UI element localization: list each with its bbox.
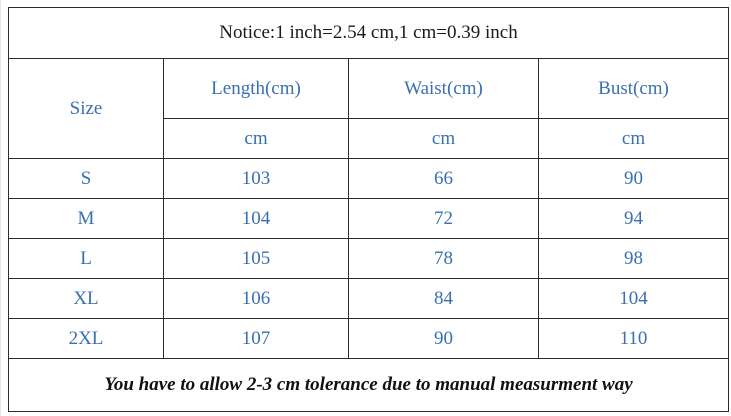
notice-text: Notice:1 inch=2.54 cm,1 cm=0.39 inch: [7, 7, 730, 59]
table-row: XL 106 84 104: [8, 278, 730, 319]
length-cell: 106: [163, 278, 349, 319]
bust-cell: 94: [537, 198, 730, 239]
length-cell: 105: [163, 238, 349, 279]
size-chart-table: Notice:1 inch=2.54 cm,1 cm=0.39 inch Siz…: [7, 7, 730, 412]
size-cell: 2XL: [8, 318, 164, 359]
waist-cell: 72: [348, 198, 539, 239]
size-column-header: Size: [8, 58, 164, 159]
bust-cell: 98: [537, 238, 730, 279]
table-row: M 104 72 94: [8, 198, 730, 239]
waist-unit: cm: [348, 118, 539, 159]
length-column-header: Length(cm): [163, 58, 349, 119]
length-cell: 103: [163, 158, 349, 199]
waist-column-header: Waist(cm): [348, 58, 539, 119]
bust-unit: cm: [537, 118, 730, 159]
bust-cell: 104: [537, 278, 730, 319]
length-cell: 107: [163, 318, 349, 359]
size-cell: M: [8, 198, 164, 239]
bust-column-header: Bust(cm): [537, 58, 730, 119]
bust-cell: 110: [537, 318, 730, 359]
waist-cell: 66: [348, 158, 539, 199]
size-cell: L: [8, 238, 164, 279]
table-row: L 105 78 98: [8, 238, 730, 279]
table-row: S 103 66 90: [8, 158, 730, 199]
length-unit: cm: [163, 118, 349, 159]
waist-cell: 78: [348, 238, 539, 279]
size-cell: S: [8, 158, 164, 199]
bust-cell: 90: [537, 158, 730, 199]
waist-cell: 90: [348, 318, 539, 359]
size-cell: XL: [8, 278, 164, 319]
length-cell: 104: [163, 198, 349, 239]
tolerance-note: You have to allow 2-3 cm tolerance due t…: [7, 358, 730, 412]
waist-cell: 84: [348, 278, 539, 319]
table-row: 2XL 107 90 110: [8, 318, 730, 359]
